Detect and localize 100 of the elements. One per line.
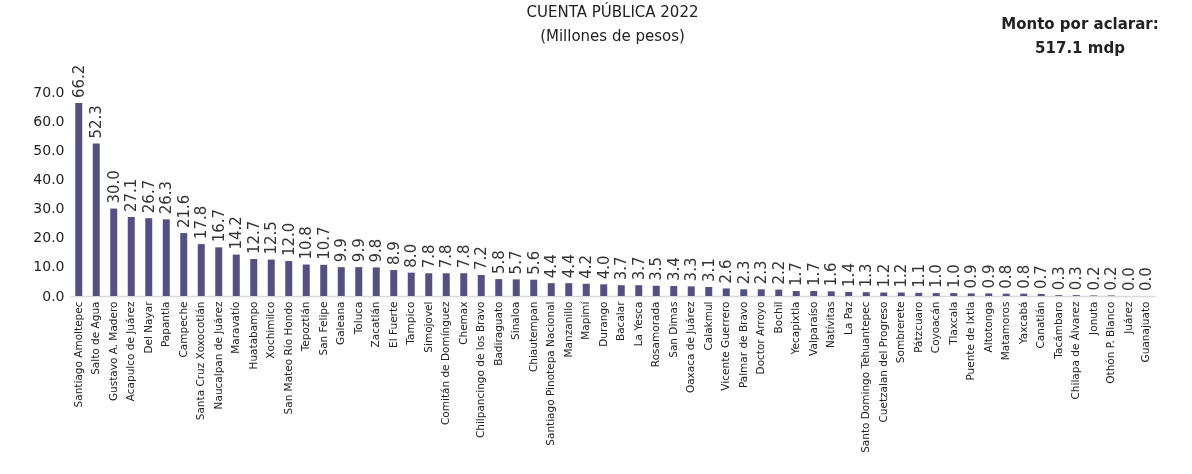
bar <box>547 283 555 296</box>
x-tick-label: Oaxaca de Juárez <box>684 301 697 394</box>
x-tick-label: Chilapa de Álvarez <box>1069 301 1082 400</box>
x-tick-label: Zacatlán <box>369 301 382 348</box>
data-label: 4.0 <box>594 255 613 280</box>
x-tick-label: Santiago Amoltepec <box>71 301 84 408</box>
bar <box>110 208 118 296</box>
data-label: 26.3 <box>157 180 176 215</box>
text: Monto por aclarar: <box>1001 15 1159 33</box>
bar <box>495 279 503 296</box>
data-label: 8.0 <box>402 243 421 268</box>
x-tick-label: Valparaíso <box>806 301 819 356</box>
y-tick-label: 60.0 <box>33 112 65 129</box>
data-label: 0.9 <box>979 264 998 289</box>
bar <box>180 233 188 296</box>
data-label: 12.0 <box>279 222 298 257</box>
x-tick-label: Jonuta <box>1086 301 1099 336</box>
x-tick-label: Tepoztlán <box>299 301 312 353</box>
data-label: 1.0 <box>944 264 963 289</box>
x-tick-label: Mapimí <box>579 300 592 340</box>
y-tick-label: 10.0 <box>33 258 65 275</box>
x-tick-label: Badiraguato <box>491 301 504 366</box>
x-tick-label: Tampico <box>404 301 417 346</box>
data-label: 0.3 <box>1067 266 1086 291</box>
text: 517.1 mdp <box>1035 39 1126 57</box>
bar <box>372 267 380 296</box>
data-label: 0.0 <box>1119 267 1138 291</box>
bar <box>600 284 608 296</box>
data-label: 7.2 <box>472 246 491 271</box>
bar <box>145 218 153 296</box>
data-label: 3.5 <box>647 256 666 281</box>
x-tick-label: Natívitas <box>824 301 837 348</box>
data-label: 2.6 <box>717 259 736 284</box>
bar <box>232 254 240 296</box>
data-label: 16.7 <box>209 208 228 243</box>
x-tick-label: El Fuerte <box>386 301 399 348</box>
x-tick-label: Cuetzalan del Progreso <box>876 301 889 423</box>
data-label: 7.8 <box>437 244 456 269</box>
data-label: 0.9 <box>962 264 981 289</box>
y-tick-label: 70.0 <box>33 83 65 100</box>
data-label: 1.4 <box>839 263 858 287</box>
bar <box>512 279 520 296</box>
bar <box>267 259 275 296</box>
data-label: 0.3 <box>1049 266 1068 291</box>
bar <box>792 291 800 296</box>
bar <box>425 273 433 296</box>
data-label: 3.7 <box>629 256 648 281</box>
x-tick-label: Santa Cruz Xoxocotlán <box>194 301 207 421</box>
x-tick-label: Santiago Pinotepa Nacional <box>544 301 557 446</box>
x-tick-label: Chiautempan <box>526 301 539 373</box>
y-tick-label: 30.0 <box>33 200 65 217</box>
x-tick-label: La Paz <box>841 301 854 335</box>
x-tick-label: Maravatío <box>229 301 242 354</box>
data-label: 3.3 <box>682 257 701 282</box>
bar <box>197 244 205 296</box>
x-tick-label: Rosamorada <box>649 301 662 368</box>
data-label: 30.0 <box>104 170 123 204</box>
data-label: 5.7 <box>507 250 526 275</box>
bar <box>390 270 398 296</box>
bar <box>862 292 870 296</box>
data-label: 66.2 <box>69 64 88 99</box>
data-label: 1.1 <box>909 263 928 288</box>
x-tick-label: Sinaloa <box>509 301 522 340</box>
x-tick-label: Pátzcuaro <box>911 301 924 353</box>
data-label: 9.8 <box>367 238 386 263</box>
data-label: 0.8 <box>1014 264 1033 289</box>
bar <box>810 291 818 296</box>
data-label: 5.8 <box>489 250 508 275</box>
x-tick-label: Yecapixtla <box>789 301 802 356</box>
bar <box>530 279 538 296</box>
bar <box>127 217 135 296</box>
data-label: 10.8 <box>297 226 316 260</box>
x-tick-label: Altotonga <box>981 301 994 353</box>
bar <box>407 272 415 296</box>
bar <box>757 289 765 296</box>
bar <box>915 292 923 296</box>
bar <box>932 293 940 296</box>
x-tick-label: Calakmul <box>701 301 714 351</box>
bar <box>950 293 958 296</box>
data-label: 1.0 <box>927 264 946 289</box>
data-label: 2.3 <box>734 260 753 285</box>
bar <box>985 293 993 296</box>
x-tick-label: Guanajuato <box>1139 301 1152 363</box>
data-label: 26.7 <box>139 179 158 214</box>
x-tick-label: La Yesca <box>631 301 644 347</box>
x-tick-label: Yaxcabá <box>1016 301 1029 346</box>
x-tick-label: Del Nayar <box>141 300 154 354</box>
bar <box>250 258 258 296</box>
data-label: 17.8 <box>192 205 211 240</box>
x-tick-label: San Mateo Río Hondo <box>281 301 294 415</box>
x-tick-label: Durango <box>596 301 609 347</box>
data-label: 3.1 <box>699 258 718 282</box>
data-label: 9.9 <box>349 238 368 263</box>
y-tick-label: 40.0 <box>33 170 65 187</box>
bar <box>635 285 643 296</box>
data-label: 0.0 <box>1137 267 1156 291</box>
bar <box>302 264 310 296</box>
x-tick-label: Campeche <box>176 301 189 358</box>
data-label: 7.8 <box>454 244 473 269</box>
x-tick-label: Salto de Agua <box>89 301 102 375</box>
